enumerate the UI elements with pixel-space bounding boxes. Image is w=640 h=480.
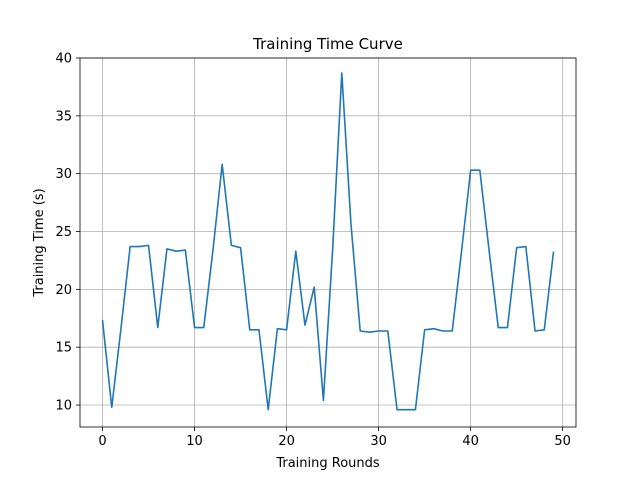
series-line xyxy=(101,72,555,411)
series-layer xyxy=(101,72,555,411)
x-axis-label: Training Rounds xyxy=(275,456,380,471)
y-tick-label: 10 xyxy=(55,399,72,414)
y-tick-label: 15 xyxy=(55,341,72,356)
y-axis-ticks: 10 15 20 25 30 35 40 xyxy=(55,52,80,414)
x-tick-label: 0 xyxy=(98,434,106,449)
y-axis-label: Training Time (s) xyxy=(32,188,47,297)
y-tick-label: 20 xyxy=(55,283,72,298)
x-tick-label: 10 xyxy=(186,434,203,449)
y-tick-label: 25 xyxy=(55,225,72,240)
x-axis-ticks: 0 10 20 30 40 50 xyxy=(98,427,571,449)
x-tick-label: 20 xyxy=(278,434,295,449)
chart-title: Training Time Curve xyxy=(252,35,403,53)
plot-frame xyxy=(79,57,577,428)
x-tick-label: 30 xyxy=(370,434,387,449)
y-tick-label: 40 xyxy=(55,52,72,67)
x-tick-label: 40 xyxy=(462,434,479,449)
y-tick-label: 30 xyxy=(55,167,72,182)
y-tick-label: 35 xyxy=(55,109,72,124)
x-tick-label: 50 xyxy=(554,434,571,449)
